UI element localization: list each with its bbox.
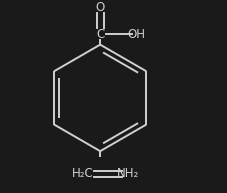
- Text: OH: OH: [127, 28, 145, 41]
- Text: O: O: [96, 1, 105, 14]
- Text: C: C: [96, 28, 104, 41]
- Text: H₂C: H₂C: [72, 168, 94, 180]
- Text: NH₂: NH₂: [117, 168, 139, 180]
